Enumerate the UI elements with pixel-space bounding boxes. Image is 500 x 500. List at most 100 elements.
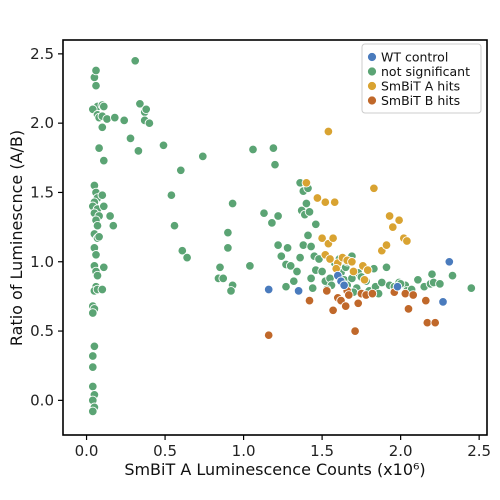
point-not-significant	[99, 101, 109, 112]
point-not-significant	[282, 243, 293, 253]
legend-marker-smbit-b-hits	[367, 95, 377, 106]
point-smbit-a-hits	[312, 193, 323, 203]
point-wt-control	[444, 257, 455, 267]
point-wt-control	[438, 297, 448, 307]
point-not-significant	[223, 227, 233, 238]
point-not-significant	[215, 262, 225, 273]
point-smbit-a-hits	[301, 178, 312, 188]
point-not-significant	[108, 220, 119, 231]
x-tick-label: 2.0	[389, 442, 413, 460]
point-not-significant	[276, 251, 287, 261]
y-tick-label: 1.0	[30, 253, 54, 271]
point-not-significant	[303, 230, 313, 241]
point-smbit-b-hits	[367, 288, 378, 299]
point-smbit-b-hits	[328, 305, 338, 316]
point-not-significant	[97, 284, 108, 295]
point-smbit-a-hits	[388, 222, 398, 232]
point-smbit-a-hits	[325, 254, 335, 264]
point-smbit-b-hits	[350, 326, 360, 336]
point-not-significant	[88, 351, 98, 361]
point-not-significant	[306, 273, 316, 284]
point-not-significant	[267, 218, 277, 228]
point-smbit-b-hits	[304, 295, 315, 306]
point-not-significant	[92, 270, 103, 281]
point-not-significant	[259, 208, 269, 218]
point-smbit-a-hits	[320, 197, 331, 207]
point-not-significant	[166, 190, 177, 200]
point-not-significant	[91, 250, 101, 260]
point-not-significant	[311, 219, 321, 230]
point-not-significant	[273, 240, 283, 250]
point-smbit-a-hits	[329, 197, 340, 207]
legend-label-wt-control: WT control	[381, 50, 448, 65]
point-smbit-a-hits	[402, 236, 412, 246]
point-not-significant	[94, 232, 104, 242]
legend-marker-wt-control	[367, 52, 377, 62]
point-smbit-a-hits	[394, 215, 404, 225]
point-not-significant	[435, 279, 445, 289]
y-tick-label: 0.5	[30, 322, 54, 340]
point-smbit-b-hits	[403, 304, 414, 314]
point-not-significant	[381, 262, 392, 273]
point-not-significant	[317, 266, 327, 277]
point-not-significant	[169, 220, 180, 231]
point-smbit-a-hits	[347, 257, 357, 267]
point-not-significant	[227, 198, 238, 209]
point-not-significant	[130, 56, 140, 66]
legend-label-smbit-b-hits: SmBiT B hits	[381, 93, 460, 108]
y-tick-label: 0.0	[30, 391, 54, 409]
point-not-significant	[218, 273, 228, 284]
point-smbit-b-hits	[430, 317, 440, 328]
point-not-significant	[466, 283, 477, 293]
point-not-significant	[427, 269, 437, 279]
y-tick-label: 1.5	[30, 183, 54, 201]
point-not-significant	[89, 341, 100, 352]
point-not-significant	[176, 165, 186, 176]
plot-frame	[62, 39, 488, 436]
x-tick-label: 0.0	[75, 442, 99, 460]
legend-label-smbit-a-hits: SmBiT A hits	[381, 79, 460, 94]
x-tick-label: 1.0	[232, 442, 256, 460]
point-wt-control	[392, 281, 403, 292]
point-not-significant	[223, 243, 233, 253]
point-not-significant	[144, 118, 155, 128]
point-not-significant	[88, 308, 98, 318]
point-smbit-a-hits	[381, 240, 392, 250]
point-smbit-a-hits	[359, 275, 370, 285]
point-not-significant	[245, 261, 255, 271]
point-not-significant	[292, 266, 302, 277]
point-not-significant	[413, 275, 423, 285]
point-smbit-a-hits	[369, 183, 379, 194]
point-smbit-b-hits	[263, 330, 274, 340]
point-not-significant	[105, 211, 115, 221]
y-tick-label: 2.5	[30, 45, 54, 63]
point-not-significant	[97, 190, 108, 200]
point-smbit-a-hits	[348, 266, 359, 277]
point-smbit-b-hits	[422, 317, 433, 328]
point-not-significant	[91, 65, 101, 76]
points-layer	[88, 56, 477, 417]
point-not-significant	[295, 252, 305, 263]
point-smbit-b-hits	[322, 286, 332, 296]
point-not-significant	[91, 80, 101, 91]
point-not-significant	[447, 270, 458, 281]
x-tick-label: 2.5	[467, 442, 491, 460]
point-not-significant	[226, 286, 236, 296]
point-not-significant	[119, 115, 129, 126]
point-not-significant	[110, 112, 120, 123]
point-not-significant	[135, 99, 145, 109]
y-tick-label: 2.0	[30, 114, 54, 132]
point-not-significant	[198, 151, 208, 162]
point-not-significant	[377, 277, 387, 288]
point-smbit-b-hits	[421, 295, 431, 306]
point-smbit-a-hits	[328, 233, 338, 243]
point-not-significant	[281, 281, 291, 292]
point-not-significant	[133, 146, 144, 156]
point-not-significant	[99, 201, 109, 212]
point-not-significant	[268, 143, 279, 153]
point-smbit-b-hits	[344, 290, 354, 300]
point-wt-control	[339, 280, 349, 291]
point-smbit-a-hits	[317, 233, 327, 243]
point-not-significant	[99, 262, 109, 273]
